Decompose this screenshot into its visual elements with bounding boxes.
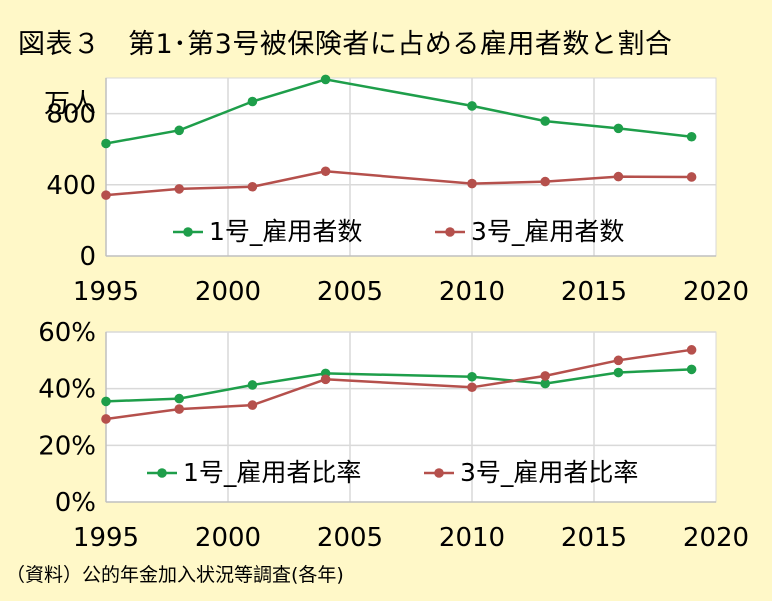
y-tick-label: 40% — [38, 375, 96, 405]
data-point — [174, 184, 184, 194]
x-tick-label: 2020 — [683, 523, 749, 553]
data-point — [101, 414, 111, 424]
data-point — [613, 355, 624, 366]
chart-title: 図表３ 第1･第3号被保険者に占める雇用者数と割合 — [18, 29, 673, 60]
data-point — [613, 367, 624, 378]
data-point — [686, 345, 697, 355]
source-note: （資料）公的年金加入状況等調査(各年) — [6, 564, 344, 586]
legend-label: 3号_雇用者数 — [471, 217, 624, 246]
x-tick-label: 1995 — [73, 523, 139, 553]
series-line-2 — [105, 170, 692, 197]
data-point — [174, 125, 184, 136]
legend-marker — [157, 468, 167, 478]
legend-marker — [434, 468, 444, 478]
data-point — [686, 364, 697, 375]
data-point — [467, 178, 477, 189]
legend-label: 1号_雇用者数 — [209, 217, 362, 246]
data-point — [174, 393, 184, 404]
data-point — [101, 190, 111, 200]
data-point — [320, 374, 331, 385]
series-line-2 — [105, 348, 692, 421]
x-tick-label: 2015 — [561, 523, 627, 553]
data-point — [101, 138, 111, 149]
y-tick-label: 800 — [46, 100, 96, 130]
data-point — [613, 171, 624, 182]
x-tick-label: 2010 — [439, 523, 505, 553]
legend-marker — [183, 227, 193, 237]
data-point — [247, 380, 258, 390]
y-tick-label: 0 — [79, 242, 96, 272]
data-point — [540, 116, 550, 126]
data-point — [467, 101, 477, 111]
plot-area — [105, 77, 717, 257]
data-point — [613, 123, 624, 134]
x-tick-label: 2005 — [317, 277, 383, 307]
y-tick-label: 400 — [46, 171, 96, 201]
legend-label: 1号_雇用者比率 — [183, 458, 361, 487]
y-tick-label: 20% — [38, 431, 96, 461]
y-tick-label: 0% — [55, 488, 96, 518]
x-tick-label: 2020 — [683, 277, 749, 307]
data-point — [174, 404, 184, 414]
series-line-1 — [105, 78, 692, 145]
data-point — [467, 371, 477, 382]
x-tick-label: 1995 — [73, 277, 139, 307]
data-point — [101, 396, 111, 407]
data-point — [320, 74, 331, 85]
series-line-1 — [105, 368, 692, 403]
data-point — [247, 181, 258, 192]
data-point — [540, 176, 550, 187]
x-tick-label: 2005 — [317, 523, 383, 553]
x-tick-label: 2010 — [439, 277, 505, 307]
x-tick-label: 2000 — [195, 523, 261, 553]
data-point — [247, 96, 258, 107]
data-point — [686, 131, 697, 142]
data-point — [686, 172, 697, 182]
legend-label: 3号_雇用者比率 — [460, 458, 638, 487]
y-axis-label: 万人 — [44, 89, 96, 119]
data-point — [247, 400, 258, 410]
legend-marker — [445, 227, 455, 237]
data-point — [540, 371, 550, 381]
data-point — [320, 166, 331, 177]
data-point — [540, 378, 550, 389]
x-tick-label: 2000 — [195, 277, 261, 307]
x-tick-label: 2015 — [561, 277, 627, 307]
data-point — [467, 382, 477, 393]
y-tick-label: 60% — [38, 318, 96, 348]
